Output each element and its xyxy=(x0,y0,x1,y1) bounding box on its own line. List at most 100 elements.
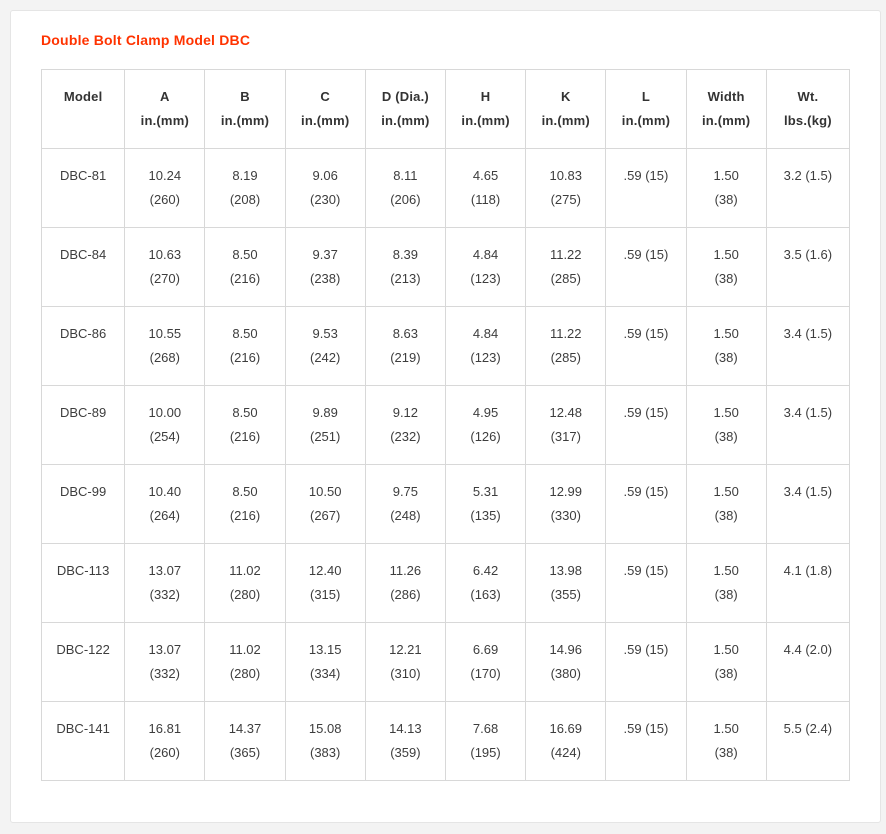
value-inches: 16.81 xyxy=(148,721,182,736)
value-mm: (275) xyxy=(550,192,581,207)
value-cell: 9.37 (238) xyxy=(284,227,366,307)
table-row: DBC-89 10.00 (254) 8.50 (216) 9.89 (251) 9.12 (2… xyxy=(40,385,851,465)
value-mm: (264) xyxy=(149,508,180,523)
value-inches: 10.55 xyxy=(148,326,182,341)
value-inches: 11.26 xyxy=(389,563,422,578)
header-label-line2: in.(mm) xyxy=(381,113,430,128)
value-inches: 6.69 xyxy=(472,642,499,657)
value-cell: 14.96 (380) xyxy=(525,622,607,702)
value-cell: .59 (15) xyxy=(605,543,687,623)
value-cell: 4.84 (123) xyxy=(444,227,527,307)
value-inches: 9.89 xyxy=(312,405,338,420)
value-inches: 12.21 xyxy=(389,642,422,657)
value-cell: 11.22 (285) xyxy=(525,227,607,307)
header-label-line2: in.(mm) xyxy=(701,113,751,128)
value-cell: 10.24 (260) xyxy=(124,148,206,228)
table-row: DBC-86 10.55 (268) 8.50 (216) 9.53 (242) 8.63 (2… xyxy=(40,306,851,386)
value-inches: 8.50 xyxy=(232,484,258,499)
value-mm: (383) xyxy=(310,745,341,760)
value-cell: 9.53 (242) xyxy=(284,306,366,386)
header-label-line2: in.(mm) xyxy=(220,113,270,128)
value-cell: 4.65 (118) xyxy=(444,148,527,228)
value-cell: 1.50 (38) xyxy=(685,227,767,307)
table-row: DBC-81 10.24 (260) 8.19 (208) 9.06 (230) 8.11 (2… xyxy=(40,148,851,228)
value-mm: (38) xyxy=(714,429,738,444)
value-inches: 6.42 xyxy=(472,563,499,578)
value-inches: .59 (15) xyxy=(623,721,669,736)
value-inches: .59 (15) xyxy=(623,405,669,420)
value-inches: 12.99 xyxy=(549,484,583,499)
value-cell: 8.19 (208) xyxy=(204,148,286,228)
value-cell: .59 (15) xyxy=(605,227,687,307)
value-cell: 16.69 (424) xyxy=(525,701,607,781)
value-cell: 4.95 (126) xyxy=(444,385,527,465)
header-label-line2: lbs.(kg) xyxy=(783,113,832,128)
page-title: Double Bolt Clamp Model DBC xyxy=(41,32,251,48)
value-mm: (216) xyxy=(229,429,261,444)
value-mm: (317) xyxy=(550,429,581,444)
value-inches: 1.50 xyxy=(713,642,739,657)
value-mm: (216) xyxy=(229,271,261,286)
value-inches: 10.40 xyxy=(148,484,182,499)
header-label-line1: Width xyxy=(707,89,745,104)
model-cell: DBC-86 xyxy=(40,306,126,386)
value-cell: 12.40 (315) xyxy=(284,543,366,623)
value-inches: 15.08 xyxy=(308,721,342,736)
table-row: DBC-141 16.81 (260) 14.37 (365) 15.08 (383) 14.… xyxy=(40,701,851,781)
value-mm: (38) xyxy=(714,192,738,207)
value-mm: (126) xyxy=(470,429,501,444)
value-inches: 12.40 xyxy=(308,563,342,578)
header-label-line1: K xyxy=(560,89,571,104)
value-cell: 16.81 (260) xyxy=(124,701,206,781)
value-cell: 13.07 (332) xyxy=(124,543,206,623)
value-mm: (38) xyxy=(714,587,738,602)
value-mm: (310) xyxy=(390,666,421,681)
header-label-line1: Wt. xyxy=(797,89,819,104)
value-inches: 10.50 xyxy=(308,484,342,499)
value-cell: 1.50 (38) xyxy=(685,306,767,386)
value-cell: 6.69 (170) xyxy=(444,622,527,702)
value-mm: (254) xyxy=(149,429,180,444)
value-mm: (355) xyxy=(550,587,581,602)
value-mm: (285) xyxy=(550,350,581,365)
value-inches: 4.4 (2.0) xyxy=(783,642,833,657)
header-label-line1: C xyxy=(320,89,330,104)
value-inches: 10.00 xyxy=(148,405,182,420)
value-cell: 8.50 (216) xyxy=(204,385,286,465)
header-label-line1: Model xyxy=(63,89,103,104)
value-inches: 4.84 xyxy=(472,326,499,341)
value-cell: 10.55 (268) xyxy=(124,306,206,386)
model-cell: DBC-141 xyxy=(40,701,126,781)
value-inches: 3.5 (1.6) xyxy=(783,247,833,262)
value-mm: (359) xyxy=(390,745,421,760)
value-mm: (242) xyxy=(310,350,341,365)
value-cell: 9.12 (232) xyxy=(364,385,446,465)
value-inches: .59 (15) xyxy=(623,326,669,341)
value-cell: 3.4 (1.5) xyxy=(765,464,851,544)
value-cell: 3.4 (1.5) xyxy=(765,385,851,465)
value-mm: (424) xyxy=(550,745,581,760)
value-cell: 10.00 (254) xyxy=(124,385,206,465)
model-cell: DBC-122 xyxy=(40,622,126,702)
value-inches: 9.12 xyxy=(392,405,419,420)
value-mm: (123) xyxy=(470,271,501,286)
header-label-line2: in.(mm) xyxy=(541,113,590,128)
value-cell: 10.83 (275) xyxy=(525,148,607,228)
value-inches: 8.50 xyxy=(232,247,258,262)
value-inches: 8.63 xyxy=(392,326,419,341)
value-inches: 1.50 xyxy=(713,484,739,499)
value-cell: 8.50 (216) xyxy=(204,306,286,386)
value-cell: 13.15 (334) xyxy=(284,622,366,702)
value-mm: (163) xyxy=(470,587,501,602)
value-cell: 8.50 (216) xyxy=(204,464,286,544)
value-inches: 1.50 xyxy=(713,168,739,183)
table-row: DBC-84 10.63 (270) 8.50 (216) 9.37 (238) 8.39 (2… xyxy=(40,227,851,307)
value-inches: 4.84 xyxy=(472,247,499,262)
table-row: DBC-113 13.07 (332) 11.02 (280) 12.40 (315) 11.… xyxy=(40,543,851,623)
value-inches: 3.4 (1.5) xyxy=(783,405,833,420)
value-inches: 9.06 xyxy=(312,168,338,183)
